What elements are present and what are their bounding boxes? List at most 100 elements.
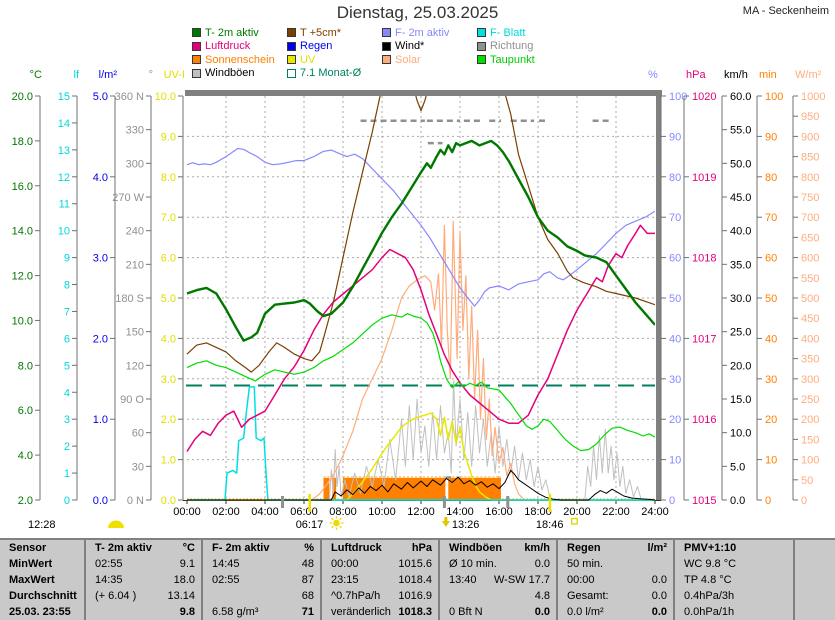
axis-tick-label: 6 xyxy=(64,333,70,345)
table-row: 14:35 18.0 xyxy=(86,572,201,588)
table-column: Sensor MinWert MaxWert Durchschnitt 25.03. 2… xyxy=(0,540,86,620)
axis-tick-label: 8.0 xyxy=(161,172,176,184)
table-row: 0.4hPa/3h xyxy=(675,588,793,604)
axis-tick-label: 1020 xyxy=(692,91,716,103)
axis-tick-label: 4.0 xyxy=(18,450,33,462)
axis-tick-label: 0 N xyxy=(127,495,144,507)
legend-item: Solar xyxy=(382,53,477,67)
axis-tick-label: 1000 xyxy=(801,91,825,103)
legend-item: T +5cm* xyxy=(287,26,382,40)
legend-swatch-icon xyxy=(477,41,486,51)
legend-item: Richtung xyxy=(477,40,572,54)
table-cell: °C xyxy=(182,542,195,554)
table-row: veränderlich 1018.3 xyxy=(322,604,438,620)
table-cell: PMV+1:10 xyxy=(684,542,737,554)
table-cell: 87 xyxy=(301,574,314,586)
table-row: Windböen km/h xyxy=(440,540,556,556)
axis-tick-label: 14.0 xyxy=(12,226,33,238)
axis-tick-label: 60 xyxy=(669,253,681,265)
axis-unit-label: lf xyxy=(74,69,80,81)
axis-tick-label: 800 xyxy=(801,172,819,184)
legend-item: F- 2m aktiv xyxy=(382,26,477,40)
table-cell: 23:15 xyxy=(331,574,359,586)
table-cell: 0.4hPa/3h xyxy=(684,590,735,602)
axis-tick-label: 30 xyxy=(669,374,681,386)
axis-tick-label: 11 xyxy=(59,199,70,211)
table-row: ^0.7hPa/h 1016.9 xyxy=(322,588,438,604)
legend-label: Richtung xyxy=(490,40,534,53)
axis-tick-label: 9 xyxy=(64,253,70,265)
moon-dome-icon xyxy=(108,520,124,528)
table-cell: 0 Bft N xyxy=(449,606,483,618)
axis-tick-label: 10 xyxy=(58,226,70,238)
axis-tick-label: 4.0 xyxy=(161,333,176,345)
legend-item: Windböen xyxy=(192,67,287,81)
table-cell: MinWert xyxy=(9,558,53,570)
table-column: F- 2m aktiv% 14:45 48 02:55 87 68 6.58 g/m³ 71 xyxy=(203,540,322,620)
axis-tick-label: 300 xyxy=(126,158,144,170)
axis-tick-label: 2.0 xyxy=(18,495,33,507)
x-axis-label: 14:00 xyxy=(446,506,474,518)
legend-item: Regen xyxy=(287,40,382,54)
sun-icon xyxy=(329,516,344,530)
axis-tick-label: 3.0 xyxy=(93,253,108,265)
legend-swatch-icon xyxy=(192,68,201,78)
table-cell: 14:35 xyxy=(95,574,123,586)
axis-tick-label: 150 xyxy=(126,327,144,339)
table-cell: 00:00 xyxy=(567,574,595,586)
table-row: 00:00 0.0 xyxy=(558,572,673,588)
legend-swatch-icon xyxy=(477,28,486,38)
axis-tick-label: 40 xyxy=(765,333,777,345)
table-row: Regen l/m² xyxy=(558,540,673,556)
axis-tick-label: 180 S xyxy=(115,293,144,305)
legend-label: T +5cm* xyxy=(300,26,342,39)
axis-tick-label: 15.0 xyxy=(730,394,751,406)
table-cell: hPa xyxy=(411,542,432,554)
axis-tick-label: 2.0 xyxy=(93,333,108,345)
table-row: (+ 6.04 ) 13.14 xyxy=(86,588,201,604)
axis-tick-label: 50 xyxy=(801,475,813,487)
axis-rain: 5.0 4.0 3.0 2.0 1.0 0.0 l/m² xyxy=(93,69,118,507)
table-row: F- 2m aktiv% xyxy=(203,540,320,556)
axis-tick-label: 10.0 xyxy=(730,428,751,440)
axis-tick-label: 90 xyxy=(669,131,681,143)
axis-tick-label: 50 xyxy=(765,293,777,305)
axis-tick-label: 70 xyxy=(669,212,681,224)
axis-tick-label: 60 xyxy=(132,428,144,440)
table-row: Luftdruck hPa xyxy=(322,540,438,556)
sensor-summary-table: Sensor MinWert MaxWert Durchschnitt 25.03. 2… xyxy=(0,538,835,620)
table-row: TP 4.8 °C xyxy=(675,572,793,588)
axis-unit-label: km/h xyxy=(724,69,748,81)
table-row: 23:15 1018.4 xyxy=(322,572,438,588)
down-arrow-icon xyxy=(441,517,450,527)
table-column xyxy=(795,540,835,620)
plot-top-border xyxy=(185,90,662,96)
legend-item: Luftdruck xyxy=(192,40,287,54)
table-column: Windböen km/h Ø 10 min. 0.0 13:40 W-SW 17.7 4.… xyxy=(440,540,558,620)
axis-tick-label: 1016 xyxy=(692,414,716,426)
x-axis-label: 16:00 xyxy=(485,506,513,518)
axis-tick-label: 90 xyxy=(765,131,777,143)
x-axis-label: 20:00 xyxy=(563,506,591,518)
sunshine-bar xyxy=(323,477,330,500)
event-tick-yellow xyxy=(548,494,552,512)
axis-tick-label: 270 W xyxy=(112,192,144,204)
table-cell: Windböen xyxy=(449,542,503,554)
table-cell: TP 4.8 °C xyxy=(684,574,732,586)
axis-tick-label: 750 xyxy=(801,192,819,204)
table-cell: 02:55 xyxy=(95,558,123,570)
table-row: 13:40 W-SW 17.7 xyxy=(440,572,556,588)
legend-item: UV xyxy=(287,53,382,67)
table-column: T- 2m aktiv °C 02:55 9.1 14:35 18.0 (+ 6.04 ) 1… xyxy=(86,540,203,620)
axis-tick-label: 55.0 xyxy=(730,125,751,137)
axis-tick-label: 20 xyxy=(765,414,777,426)
axis-tick-label: 650 xyxy=(801,232,819,244)
event-tick-gray xyxy=(442,496,446,508)
axis-tick-label: 0.0 xyxy=(730,495,745,507)
axis-tick-label: 550 xyxy=(801,273,819,285)
axis-tick-label: 30 xyxy=(765,374,777,386)
axis-tick-label: 20.0 xyxy=(12,91,33,103)
axis-tick-label: 90 O xyxy=(120,394,144,406)
table-cell: 9.8 xyxy=(179,606,195,618)
